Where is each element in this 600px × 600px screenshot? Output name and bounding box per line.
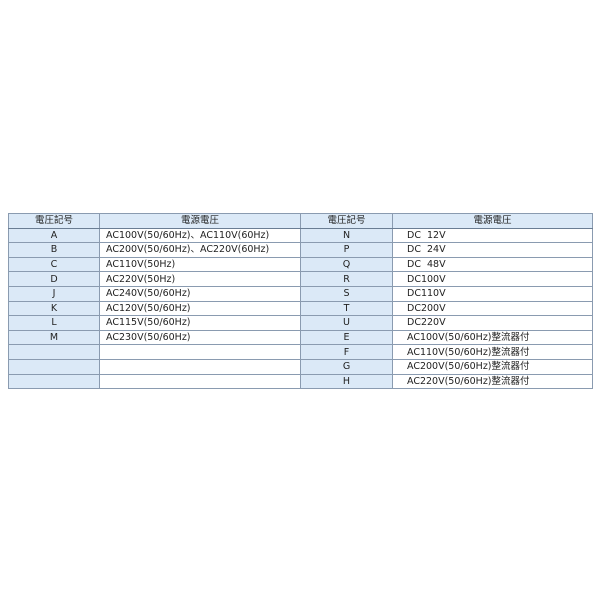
supply-voltage: AC115V(50/60Hz) xyxy=(99,315,301,331)
table-row: G AC200V(50/60Hz)整流器付 xyxy=(8,358,593,375)
voltage-code: M xyxy=(8,329,100,346)
voltage-code: F xyxy=(300,344,393,360)
voltage-code: C xyxy=(8,256,100,273)
table-row: M AC230V(50/60Hz) E AC100V(50/60Hz)整流器付 xyxy=(8,329,593,346)
supply-voltage xyxy=(99,358,301,375)
supply-voltage: AC200V(50/60Hz)、AC220V(60Hz) xyxy=(99,242,301,258)
supply-voltage: DC200V xyxy=(392,300,593,317)
header-voltage-right: 電源電圧 xyxy=(392,213,593,229)
voltage-code: G xyxy=(300,358,393,375)
voltage-code: N xyxy=(300,227,393,244)
table-row: B AC200V(50/60Hz)、AC220V(60Hz) P DC 24V xyxy=(8,242,593,258)
voltage-code xyxy=(8,373,100,390)
voltage-code: E xyxy=(300,329,393,346)
voltage-code-table: 電圧記号 電源電圧 電圧記号 電源電圧 A AC100V(50/60Hz)、AC1… xyxy=(8,213,593,390)
table-row: J AC240V(50/60Hz) S DC110V xyxy=(8,285,593,302)
voltage-code: Q xyxy=(300,256,393,273)
supply-voltage: DC100V xyxy=(392,271,593,287)
voltage-code: K xyxy=(8,300,100,317)
voltage-code: B xyxy=(8,242,100,258)
table-row: A AC100V(50/60Hz)、AC110V(60Hz) N DC 12V xyxy=(8,227,593,244)
supply-voltage: AC200V(50/60Hz)整流器付 xyxy=(392,358,593,375)
supply-voltage: AC240V(50/60Hz) xyxy=(99,285,301,302)
voltage-code: D xyxy=(8,271,100,287)
voltage-code: L xyxy=(8,315,100,331)
supply-voltage: DC 12V xyxy=(392,227,593,244)
voltage-code: T xyxy=(300,300,393,317)
voltage-code: S xyxy=(300,285,393,302)
supply-voltage: AC110V(50Hz) xyxy=(99,256,301,273)
header-voltage-left: 電源電圧 xyxy=(99,213,301,229)
supply-voltage: DC 24V xyxy=(392,242,593,258)
header-row: 電圧記号 電源電圧 電圧記号 電源電圧 xyxy=(8,213,593,229)
voltage-code xyxy=(8,358,100,375)
supply-voltage xyxy=(99,373,301,390)
voltage-code xyxy=(8,344,100,360)
voltage-code: A xyxy=(8,227,100,244)
supply-voltage: DC 48V xyxy=(392,256,593,273)
header-code-left: 電圧記号 xyxy=(8,213,100,229)
table-row: H AC220V(50/60Hz)整流器付 xyxy=(8,373,593,390)
voltage-code: U xyxy=(300,315,393,331)
supply-voltage: AC100V(50/60Hz)、AC110V(60Hz) xyxy=(99,227,301,244)
supply-voltage: AC120V(50/60Hz) xyxy=(99,300,301,317)
supply-voltage: AC220V(50/60Hz)整流器付 xyxy=(392,373,593,390)
voltage-code: H xyxy=(300,373,393,390)
supply-voltage: DC110V xyxy=(392,285,593,302)
supply-voltage: AC220V(50Hz) xyxy=(99,271,301,287)
table-row: L AC115V(50/60Hz) U DC220V xyxy=(8,315,593,331)
voltage-code: P xyxy=(300,242,393,258)
voltage-code: R xyxy=(300,271,393,287)
voltage-code: J xyxy=(8,285,100,302)
table-row: K AC120V(50/60Hz) T DC200V xyxy=(8,300,593,317)
table-row: C AC110V(50Hz) Q DC 48V xyxy=(8,256,593,273)
supply-voltage xyxy=(99,344,301,360)
supply-voltage: AC230V(50/60Hz) xyxy=(99,329,301,346)
header-code-right: 電圧記号 xyxy=(300,213,393,229)
supply-voltage: DC220V xyxy=(392,315,593,331)
table-row: D AC220V(50Hz) R DC100V xyxy=(8,271,593,287)
supply-voltage: AC100V(50/60Hz)整流器付 xyxy=(392,329,593,346)
table-row: F AC110V(50/60Hz)整流器付 xyxy=(8,344,593,360)
supply-voltage: AC110V(50/60Hz)整流器付 xyxy=(392,344,593,360)
